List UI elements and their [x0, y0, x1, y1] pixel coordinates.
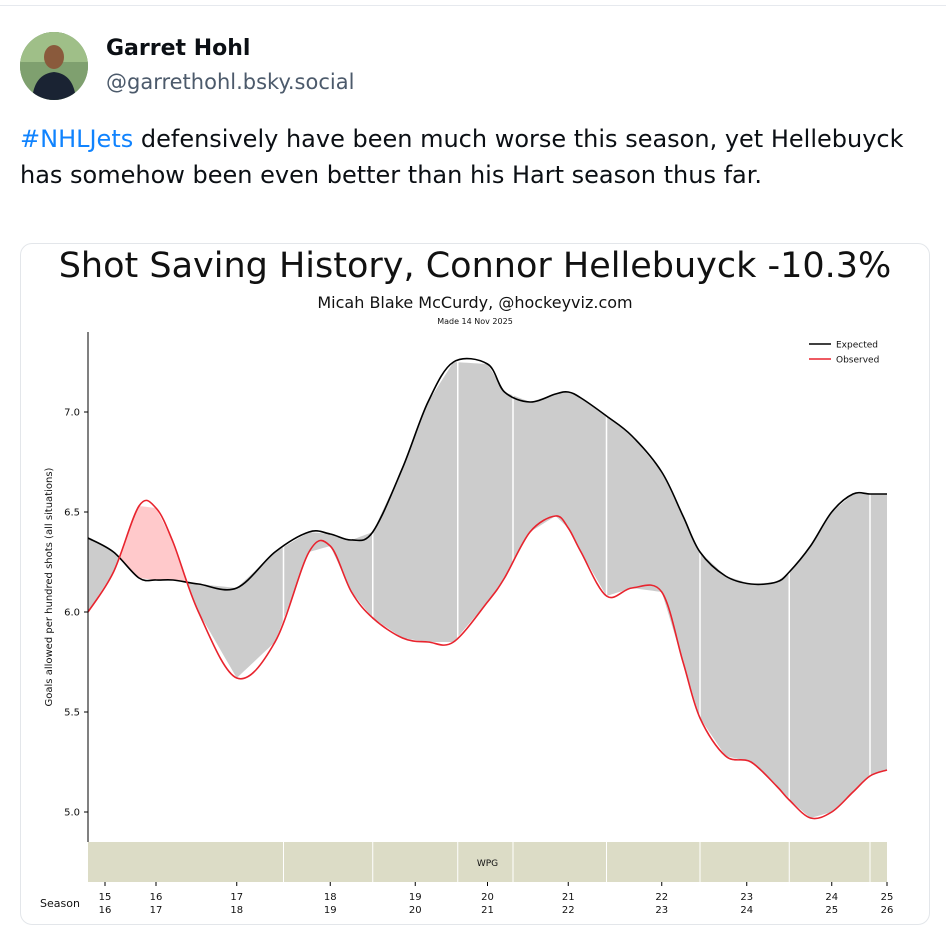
legend-label: Observed [836, 356, 879, 366]
legend-label: Expected [836, 341, 878, 351]
season-label-start: 25 [881, 892, 894, 903]
season-label-end: 16 [99, 905, 112, 916]
season-label-end: 23 [655, 905, 668, 916]
season-label-end: 20 [409, 905, 422, 916]
author-name[interactable]: Garret Hohl [106, 36, 251, 61]
team-band [88, 842, 887, 882]
chart-image[interactable]: Shot Saving History, Connor Hellebuyck -… [20, 243, 930, 925]
season-label-end: 18 [230, 905, 243, 916]
season-label-start: 19 [409, 892, 422, 903]
chart-plot: 5.0 5.5 6.0 6.5 7.0 Goals allowed per hundred… [40, 332, 894, 916]
season-label-start: 20 [481, 892, 494, 903]
chart-subtitle: Micah Blake McCurdy, @hockeyviz.com [317, 293, 633, 312]
season-label-start: 18 [324, 892, 337, 903]
observed-line [87, 499, 888, 820]
y-tick-label: 5.0 [64, 808, 80, 819]
y-tick-label: 5.5 [64, 708, 80, 719]
season-label-end: 22 [562, 905, 575, 916]
season-label-end: 21 [481, 905, 494, 916]
expected-line [87, 357, 887, 591]
season-label-end: 19 [324, 905, 337, 916]
author-avatar[interactable] [20, 32, 88, 100]
season-label-end: 25 [825, 905, 838, 916]
season-label-start: 22 [655, 892, 668, 903]
better-region [185, 362, 887, 818]
season-label-end: 24 [740, 905, 753, 916]
worse-region [118, 506, 189, 584]
season-label-start: 24 [825, 892, 838, 903]
season-label-start: 17 [230, 892, 243, 903]
top-divider [0, 5, 946, 6]
season-label-end: 26 [881, 905, 894, 916]
season-label-start: 16 [150, 892, 163, 903]
x-axis-label: Season [40, 897, 80, 910]
post-text: #NHLJets defensively have been much wors… [20, 121, 920, 193]
y-tick-label: 6.5 [64, 508, 80, 519]
better-region [88, 538, 122, 612]
y-axis-label: Goals allowed per hundred shots (all sit… [44, 467, 55, 706]
y-tick-label: 7.0 [64, 408, 80, 419]
chart-title: Shot Saving History, Connor Hellebuyck -… [58, 246, 892, 286]
post-body: defensively have been much worse this se… [20, 125, 904, 189]
avatar-image [20, 32, 88, 100]
y-tick-label: 6.0 [64, 608, 80, 619]
hashtag-link[interactable]: #NHLJets [20, 125, 134, 153]
season-label-end: 17 [150, 905, 163, 916]
team-band-label: WPG [477, 859, 498, 869]
season-label-start: 21 [562, 892, 575, 903]
season-label-start: 23 [740, 892, 753, 903]
chart-made-date: Made 14 Nov 2025 [437, 317, 513, 326]
author-handle[interactable]: @garrethohl.bsky.social [106, 70, 355, 94]
season-label-start: 15 [99, 892, 112, 903]
